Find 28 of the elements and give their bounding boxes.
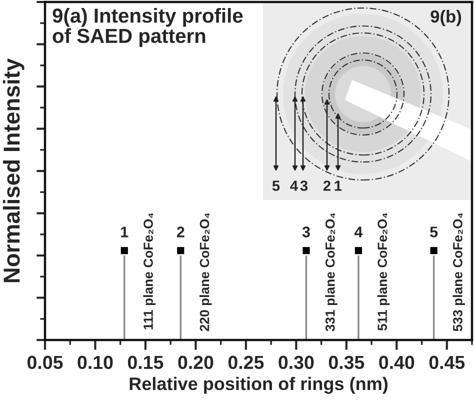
annotation: 3 (302, 226, 310, 238)
annotation: 4 (354, 226, 363, 238)
annotation: 511 plane CoFe₂O₄ (377, 213, 390, 331)
text: 4 (290, 180, 298, 191)
text: 5 (272, 180, 280, 191)
annotation: 1 (121, 226, 128, 238)
x-tick-label: 0.25 (228, 356, 264, 370)
text: 1 (334, 180, 342, 191)
y-axis-title: Normalised Intensity (2, 58, 24, 282)
annotation: 5 (430, 226, 438, 238)
text: 3 (300, 180, 308, 191)
annotation: 331 plane CoFe₂O₄ (325, 213, 338, 332)
x-tick-label: 0.40 (379, 356, 414, 370)
annotation: 533 plane CoFe₂O₄ (452, 213, 465, 332)
text: 2 (323, 180, 330, 191)
annotation: 220 plane CoFe₂O₄ (199, 213, 212, 332)
text: 9(b) (430, 10, 462, 26)
x-axis-title: Relative position of rings (nm) (130, 376, 388, 394)
x-tick-label: 0.05 (27, 356, 63, 370)
annotation: 2 (176, 226, 184, 238)
x-tick-label: 0.15 (128, 356, 164, 370)
x-tick-label: 0.30 (278, 356, 314, 370)
x-tick-label: 0.35 (328, 356, 364, 370)
x-tick-label: 0.10 (78, 356, 113, 370)
x-tick-label: 0.20 (178, 356, 214, 370)
annotation: 111 plane CoFe₂O₄ (143, 213, 156, 330)
chart-title: 9(a) Intensity profile of SAED pattern (52, 8, 243, 48)
x-tick-label: 0.45 (429, 356, 465, 370)
